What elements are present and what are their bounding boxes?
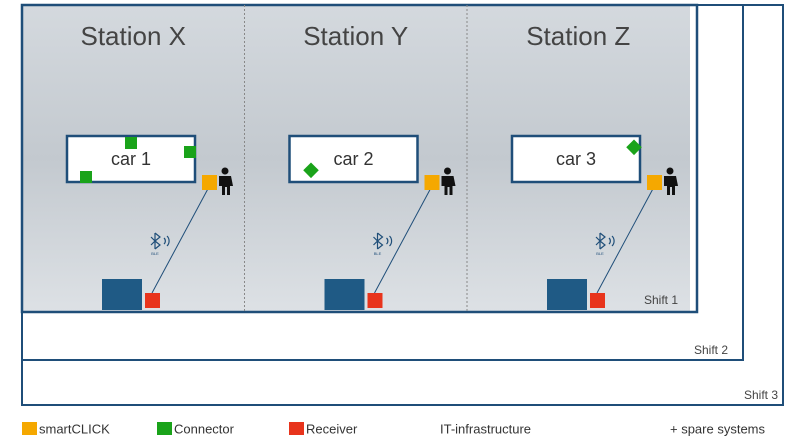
receiver xyxy=(145,293,160,308)
receiver xyxy=(590,293,605,308)
legend-label: smartCLICK xyxy=(39,421,110,436)
worker-head xyxy=(222,168,229,175)
legend-label: IT-infrastructure xyxy=(440,421,531,436)
station-title: Station X xyxy=(80,21,186,51)
car-label: car 1 xyxy=(111,149,151,169)
worker-head xyxy=(444,168,451,175)
shift-label: Shift 2 xyxy=(694,343,728,357)
legend-label: Connector xyxy=(174,421,235,436)
legend: smartCLICK Connector Receiver IT-infrastruc… xyxy=(22,421,766,436)
car-label: car 3 xyxy=(556,149,596,169)
legend-swatch xyxy=(157,422,172,435)
smartclick xyxy=(202,175,217,190)
shift-label: Shift 3 xyxy=(744,388,778,402)
ble-label: BLE xyxy=(596,251,604,256)
connector xyxy=(125,137,137,149)
legend-label: Receiver xyxy=(306,421,358,436)
station-title: Station Y xyxy=(303,21,408,51)
worker-head xyxy=(667,168,674,175)
it-infrastructure xyxy=(325,279,365,310)
connector xyxy=(80,171,92,183)
smartclick xyxy=(425,175,440,190)
diagram: Station X car 1 BLE Station Y car 2 BLE Statio… xyxy=(0,0,794,437)
connector xyxy=(184,146,196,158)
it-infrastructure xyxy=(102,279,142,310)
legend-swatch xyxy=(22,422,37,435)
station-title: Station Z xyxy=(526,21,630,51)
shift-label: Shift 1 xyxy=(644,293,678,307)
ble-label: BLE xyxy=(151,251,159,256)
it-infrastructure xyxy=(547,279,587,310)
smartclick xyxy=(647,175,662,190)
car-label: car 2 xyxy=(333,149,373,169)
receiver xyxy=(368,293,383,308)
ble-label: BLE xyxy=(374,251,382,256)
legend-label: + spare systems xyxy=(670,421,766,436)
legend-swatch xyxy=(289,422,304,435)
